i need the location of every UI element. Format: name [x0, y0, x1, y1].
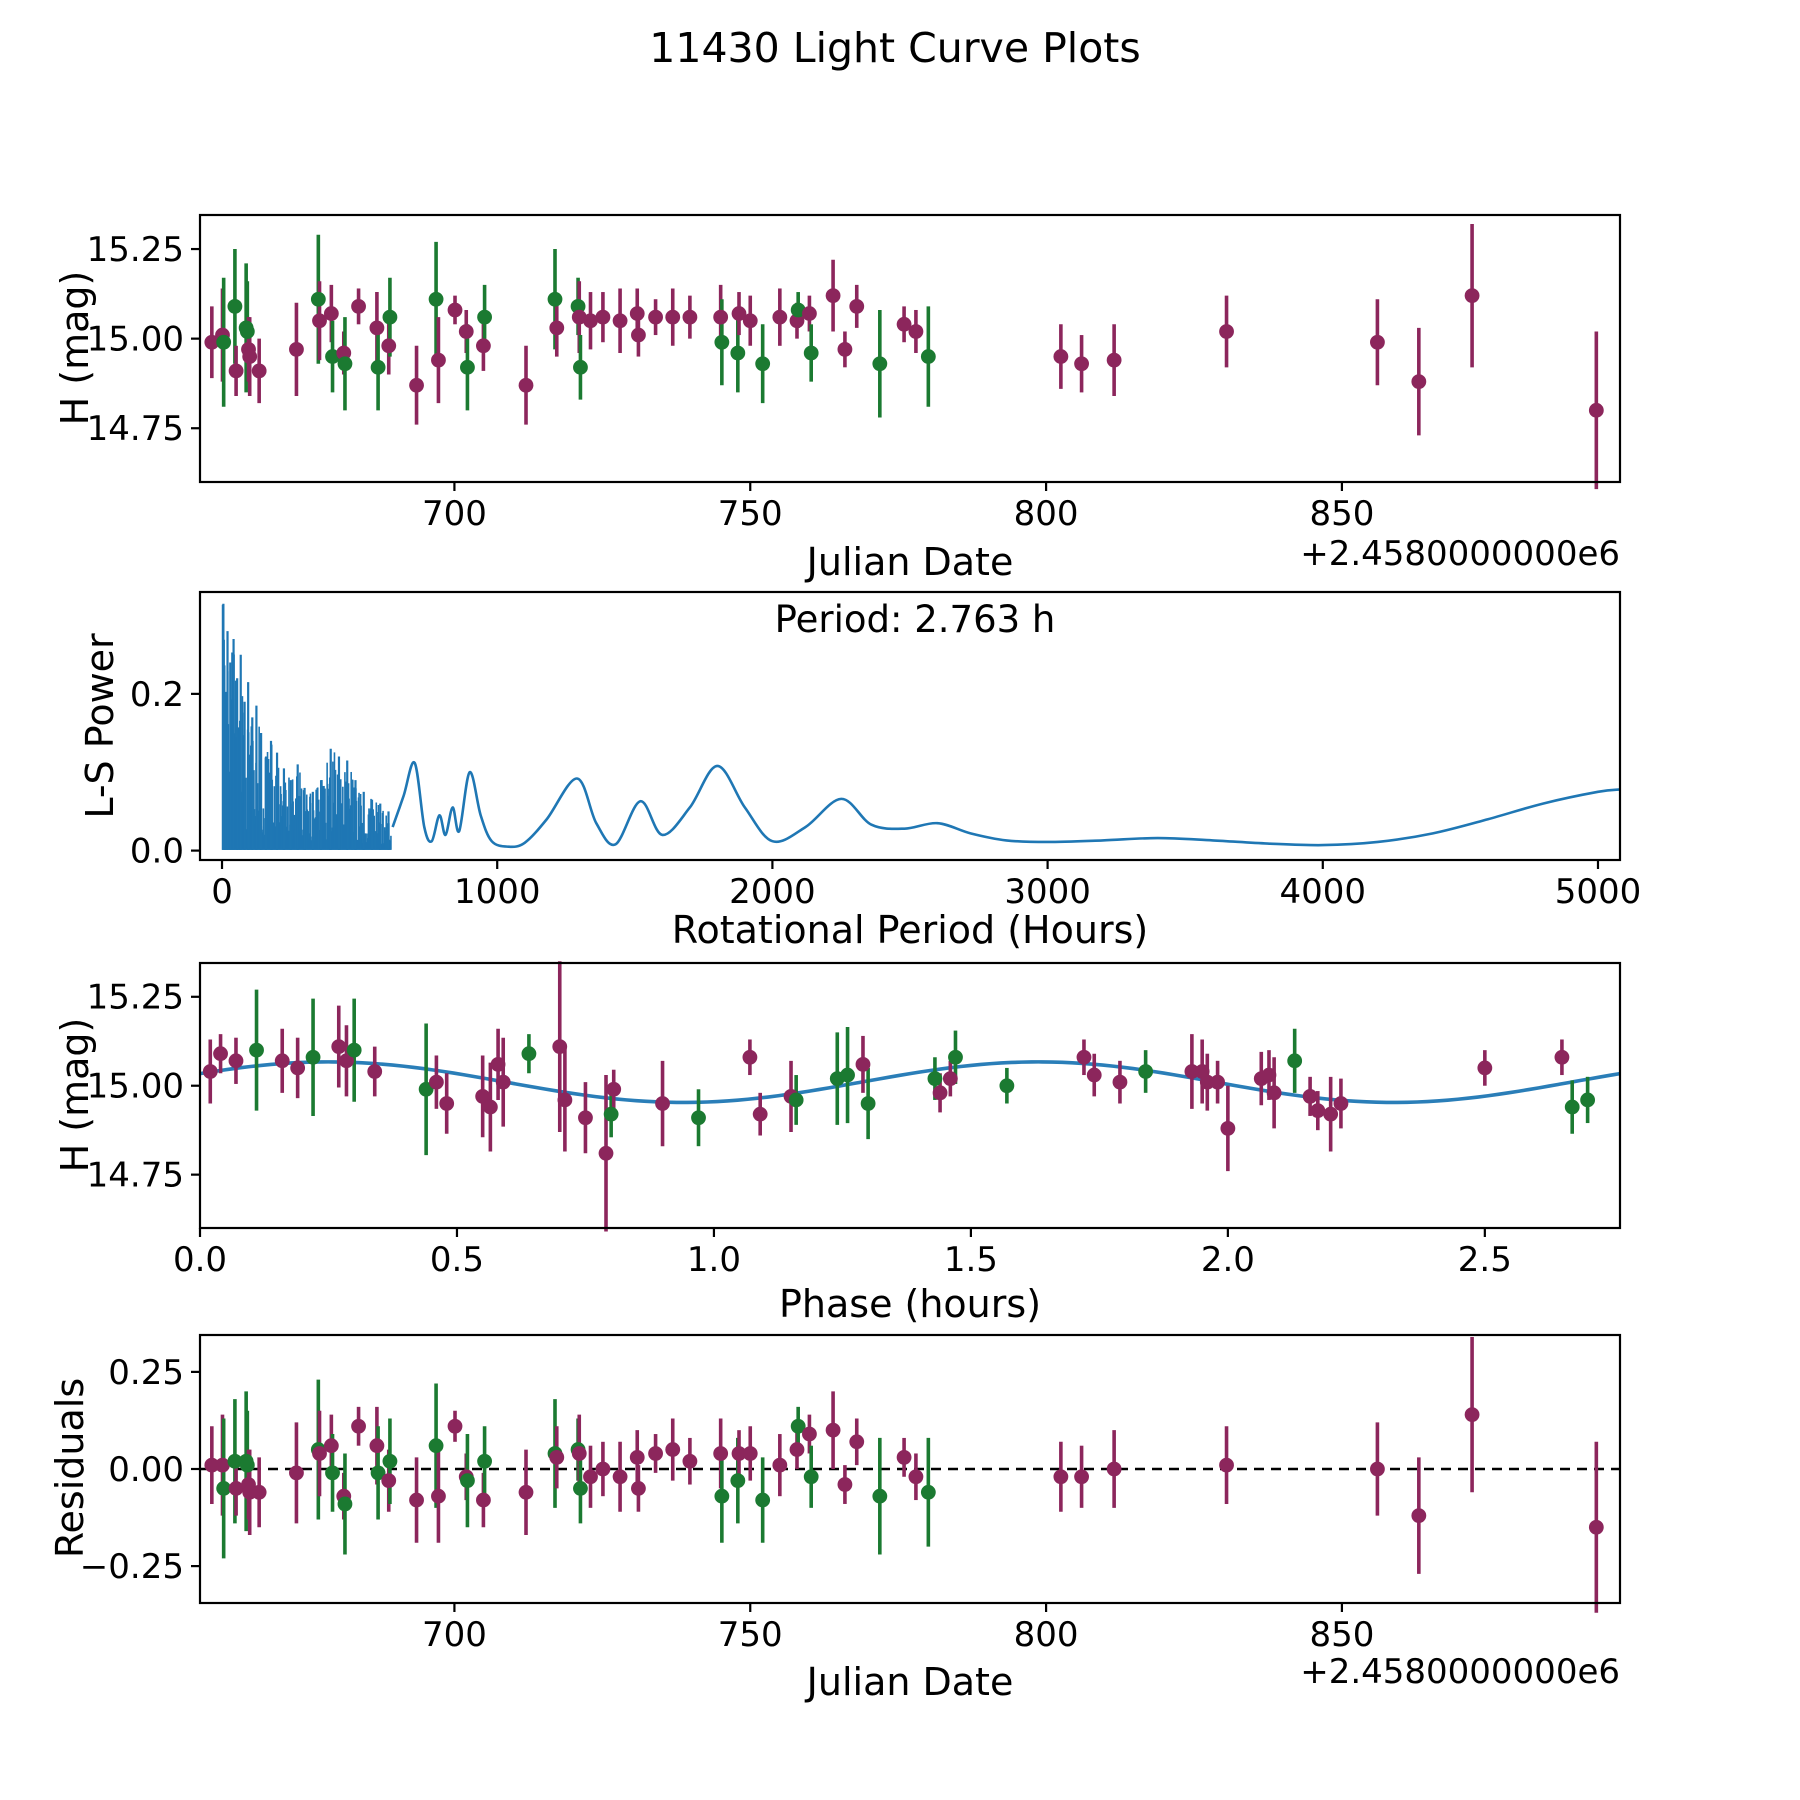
- phase-ylabel: H (mag): [53, 1017, 97, 1173]
- periodogram-ylabel: L-S Power: [78, 633, 122, 819]
- x-tick-label: 1.5: [944, 1240, 998, 1280]
- periodogram-curve: [391, 761, 1621, 849]
- periodogram-plot: 0 1000 2000 3000 4000 5000 0.0 0.2: [130, 590, 1642, 912]
- x-tick-label: 1.0: [687, 1240, 741, 1280]
- light-curve-plot: 700 750 800 850 14.75 15.00 15.25: [87, 213, 1622, 534]
- light-curve-xlabel: Julian Date: [806, 540, 1014, 584]
- x-tick-label: 800: [1014, 1615, 1079, 1655]
- y-tick-label: 14.75: [87, 409, 184, 449]
- x-tick-label: 850: [1309, 494, 1374, 534]
- x-tick-label: 750: [718, 494, 783, 534]
- y-tick-label: 15.00: [87, 320, 184, 360]
- y-tick-label: 14.75: [87, 1156, 184, 1196]
- x-tick-label: 700: [422, 1615, 487, 1655]
- phase-xlabel: Phase (hours): [778, 1282, 1042, 1326]
- light-curve-axis-offset: +2.4580000000e6: [1300, 534, 1620, 574]
- x-tick-label: 0: [211, 872, 233, 912]
- phase-fit-curve: [199, 1060, 1621, 1105]
- x-tick-label: 700: [422, 494, 487, 534]
- periodogram-xlabel: Rotational Period (Hours): [671, 908, 1149, 952]
- y-tick-label: 15.25: [87, 230, 184, 270]
- x-tick-label: 800: [1014, 494, 1079, 534]
- x-tick-label: 0.0: [173, 1240, 227, 1280]
- y-tick-label: 15.00: [87, 1067, 184, 1107]
- figure-title: 11430 Light Curve Plots: [649, 24, 1141, 72]
- x-tick-label: 3000: [1004, 872, 1091, 912]
- x-tick-label: 5000: [1555, 872, 1642, 912]
- y-tick-label: 0.25: [108, 1353, 184, 1393]
- light-curve-ylabel: H (mag): [53, 270, 97, 426]
- y-tick-label: 0.0: [130, 831, 184, 871]
- periodogram-period-annotation: Period: 2.763 h: [774, 598, 1056, 641]
- y-tick-label: 0.00: [108, 1450, 184, 1490]
- residuals-ylabel: Residuals: [48, 1377, 92, 1559]
- residuals-xlabel: Julian Date: [806, 1660, 1014, 1704]
- y-tick-label: 15.25: [87, 978, 184, 1018]
- x-tick-label: 0.5: [430, 1240, 484, 1280]
- x-tick-label: 4000: [1280, 872, 1367, 912]
- residuals-plot: 700 750 800 850 −0.25 0.00 0.25: [80, 1333, 1622, 1655]
- x-tick-label: 750: [718, 1615, 783, 1655]
- residuals-axis-offset: +2.4580000000e6: [1300, 1652, 1620, 1692]
- x-tick-label: 1000: [454, 872, 541, 912]
- x-tick-label: 850: [1309, 1615, 1374, 1655]
- y-tick-label: 0.2: [130, 675, 184, 715]
- y-tick-label: −0.25: [80, 1547, 184, 1587]
- x-tick-label: 2.0: [1201, 1240, 1255, 1280]
- x-tick-label: 2000: [729, 872, 816, 912]
- x-tick-label: 2.5: [1458, 1240, 1512, 1280]
- phase-plot: 0.0 0.5 1.0 1.5 2.0 2.5 14.75 15.00 15.25: [87, 961, 1622, 1280]
